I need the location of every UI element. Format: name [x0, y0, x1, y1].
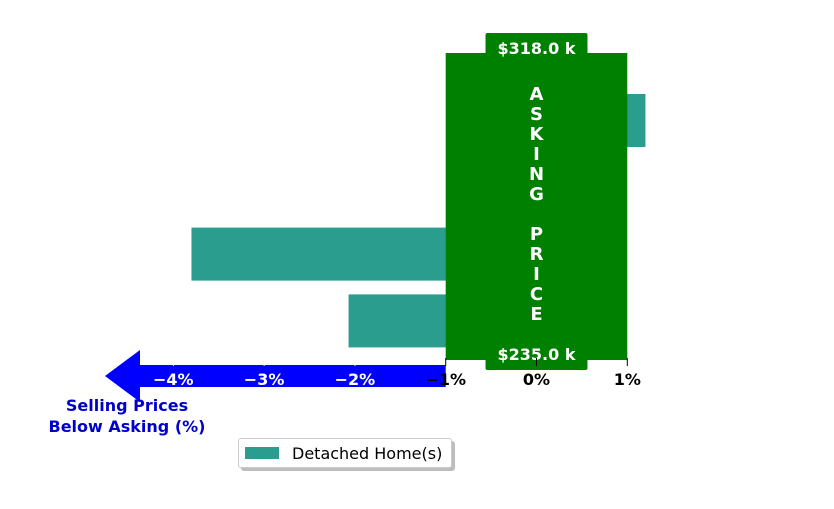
x-tick-label-4: 0%	[523, 370, 550, 389]
arrow-label: Selling Prices Below Asking (%)	[49, 396, 206, 436]
arrow-label-line-0: Selling Prices	[66, 396, 188, 415]
x-tick-label-1: −3%	[244, 370, 285, 389]
asking-bottom-value: $235.0 k	[498, 345, 576, 364]
below-asking-arrow-group	[105, 350, 446, 402]
below-asking-arrow	[105, 350, 446, 402]
x-tick-label-0: −4%	[153, 370, 194, 389]
legend-label-detached: Detached Home(s)	[292, 443, 443, 463]
asking-price-band	[445, 53, 628, 360]
x-tick-labels: −4% −3% −2% −1% 0% 1%	[153, 358, 641, 389]
legend: Detached Home(s)	[238, 438, 452, 468]
arrow-label-line-1: Below Asking (%)	[49, 417, 206, 436]
asking-bottom-value-box	[485, 342, 588, 370]
asking-top-value-box	[485, 33, 588, 61]
x-tick-label-5: 1%	[614, 370, 641, 389]
asking-top-value: $318.0 k	[498, 39, 576, 58]
legend-swatch-detached	[245, 447, 279, 459]
x-tick-label-3: −1%	[425, 370, 466, 389]
x-tick-label-2: −2%	[335, 370, 376, 389]
